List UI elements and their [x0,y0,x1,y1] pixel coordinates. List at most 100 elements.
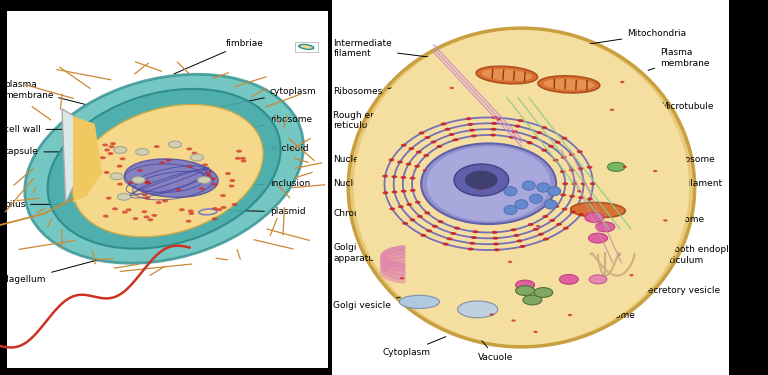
Circle shape [142,193,147,196]
Ellipse shape [354,30,689,345]
Circle shape [469,129,475,132]
Circle shape [187,165,193,168]
Circle shape [543,238,549,241]
Circle shape [117,165,122,168]
Circle shape [186,220,191,223]
Circle shape [533,228,539,231]
Circle shape [527,141,532,144]
Circle shape [587,166,592,169]
Polygon shape [73,116,102,202]
Circle shape [188,209,194,212]
Circle shape [141,179,146,182]
Circle shape [538,233,544,236]
Ellipse shape [72,104,263,237]
Circle shape [392,190,398,194]
Ellipse shape [476,66,538,84]
Text: fimbriae: fimbriae [174,39,264,74]
Circle shape [419,132,425,135]
Text: cytoplasm: cytoplasm [214,87,316,108]
Circle shape [168,141,181,148]
Ellipse shape [458,301,498,318]
Ellipse shape [537,183,550,192]
Ellipse shape [515,200,528,209]
Circle shape [596,222,615,232]
Text: Golgi vesicle: Golgi vesicle [333,295,409,310]
Ellipse shape [301,45,312,48]
Circle shape [465,117,472,120]
Circle shape [409,218,415,221]
Circle shape [514,234,519,237]
Text: Nucleolus: Nucleolus [333,168,409,188]
Circle shape [629,274,634,276]
Circle shape [607,162,625,171]
Circle shape [520,245,525,248]
Circle shape [515,124,521,128]
Circle shape [653,170,657,172]
Circle shape [217,208,222,211]
Circle shape [588,233,607,243]
Ellipse shape [504,187,517,196]
Circle shape [450,232,456,235]
Text: plasma
membrane: plasma membrane [4,80,84,104]
Circle shape [549,219,555,222]
Circle shape [401,144,407,147]
Circle shape [191,152,197,154]
Circle shape [220,194,226,197]
Circle shape [112,207,118,210]
Circle shape [188,212,194,215]
Text: Rough endoplasmic
reticulum: Rough endoplasmic reticulum [333,111,422,130]
Circle shape [145,182,151,184]
Circle shape [523,295,542,305]
Circle shape [426,230,432,232]
Circle shape [569,169,574,172]
Circle shape [571,182,578,185]
Circle shape [578,167,584,170]
Circle shape [432,225,438,228]
Circle shape [472,230,478,233]
Circle shape [401,190,406,193]
Circle shape [548,145,554,148]
Circle shape [471,134,477,137]
Text: Plasma
membrane: Plasma membrane [648,48,710,70]
Text: Centrosome: Centrosome [627,155,715,165]
Circle shape [497,118,501,120]
Circle shape [220,206,227,209]
Text: pilus: pilus [4,200,59,209]
Circle shape [410,189,415,192]
Circle shape [422,169,427,171]
Circle shape [490,134,496,136]
Ellipse shape [348,28,694,347]
Circle shape [120,158,126,160]
Circle shape [663,219,667,222]
Circle shape [445,128,451,131]
Circle shape [469,242,475,245]
Circle shape [154,145,160,148]
Circle shape [562,182,568,185]
Circle shape [563,227,569,230]
Circle shape [492,116,498,119]
Circle shape [132,177,145,183]
Circle shape [235,157,240,160]
Circle shape [128,181,134,184]
Circle shape [414,165,420,168]
Circle shape [425,136,431,139]
Ellipse shape [48,89,280,249]
Circle shape [389,158,394,161]
Circle shape [449,87,454,89]
Circle shape [210,177,216,180]
Circle shape [240,157,246,160]
Circle shape [392,175,397,178]
Text: Lysosome: Lysosome [621,215,704,224]
Circle shape [441,123,446,126]
Circle shape [494,248,500,251]
Circle shape [401,176,406,179]
Circle shape [106,196,111,200]
Circle shape [493,243,499,246]
Text: plasmid: plasmid [214,207,306,216]
Ellipse shape [465,171,498,189]
Circle shape [400,277,404,279]
Circle shape [144,196,151,200]
Circle shape [144,216,150,219]
Circle shape [397,160,403,164]
Circle shape [425,211,430,214]
